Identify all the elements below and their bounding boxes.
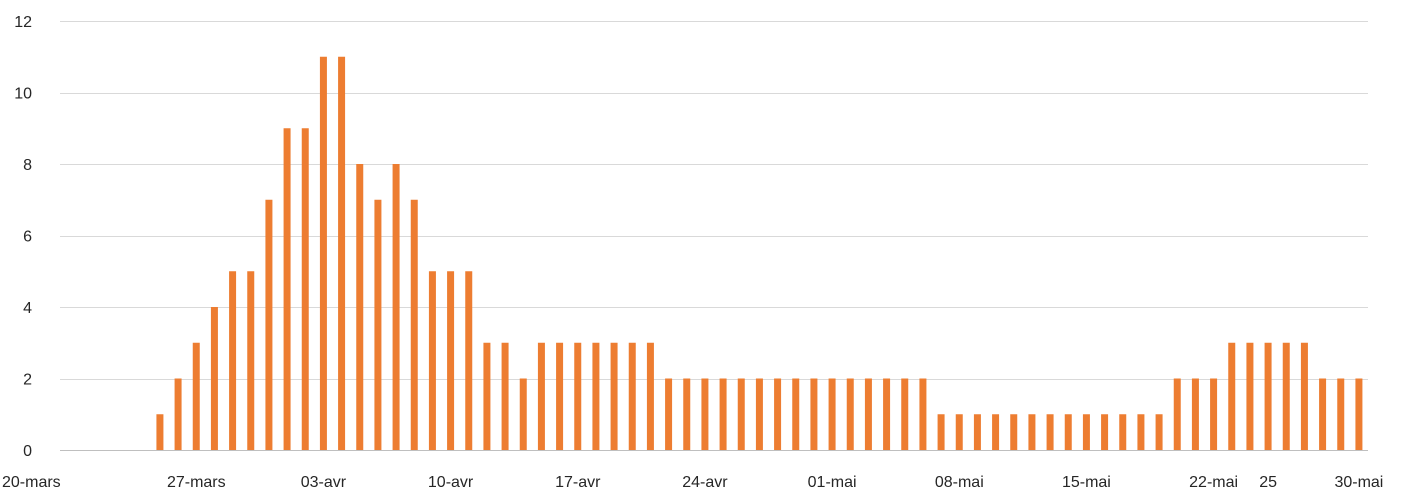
bar [374, 199, 382, 450]
bar [210, 307, 218, 450]
x-tick-label: 03-avr [301, 474, 347, 491]
bar [537, 342, 545, 450]
bar [1282, 342, 1290, 450]
bar [1173, 378, 1181, 450]
x-tick-label: 24-avr [682, 474, 728, 491]
bar [1319, 378, 1327, 450]
bar [919, 378, 927, 450]
bar [755, 378, 763, 450]
bar [810, 378, 818, 450]
bar [1064, 414, 1072, 450]
y-tick-label: 6 [23, 229, 32, 246]
bar [973, 414, 981, 450]
bar [1010, 414, 1018, 450]
bar [483, 342, 491, 450]
x-tick-label: 30-mai [1334, 474, 1383, 491]
bar [1155, 414, 1163, 450]
bar [1337, 378, 1345, 450]
bar [1119, 414, 1127, 450]
bar [955, 414, 963, 450]
bar [1228, 342, 1236, 450]
bar [937, 414, 945, 450]
bar [992, 414, 1000, 450]
y-tick-label: 0 [23, 443, 32, 460]
bar [1355, 378, 1363, 450]
x-tick-label: 22-mai [1189, 474, 1238, 491]
bar [792, 378, 800, 450]
bar [1137, 414, 1145, 450]
bar [283, 128, 291, 450]
x-tick-label: 27-mars [167, 474, 226, 491]
bar [883, 378, 891, 450]
bar [646, 342, 654, 450]
bar [1246, 342, 1254, 450]
bar [1264, 342, 1272, 450]
bar [828, 378, 836, 450]
bar [356, 164, 364, 450]
bar [301, 128, 309, 450]
bar [338, 56, 346, 450]
bar [610, 342, 618, 450]
y-tick-label: 8 [23, 157, 32, 174]
x-axis-ticks: 20-mars 27-mars 03-avr 10-avr 17-avr 24-avr 01… [2, 474, 1383, 491]
y-tick-label: 12 [14, 14, 32, 31]
bar [556, 342, 564, 450]
bar [465, 271, 473, 450]
bar [737, 378, 745, 450]
bar [1101, 414, 1109, 450]
bar [410, 199, 418, 450]
gridlines [60, 21, 1368, 451]
bar [592, 342, 600, 450]
bar [447, 271, 455, 450]
bar [1046, 414, 1054, 450]
bar [247, 271, 255, 450]
bar [519, 378, 527, 450]
y-axis-ticks: 0 2 4 6 8 10 12 [14, 14, 32, 460]
bar [1082, 414, 1090, 450]
bar [1300, 342, 1308, 450]
x-tick-label: 10-avr [428, 474, 474, 491]
bar [1210, 378, 1218, 450]
bars [156, 56, 1363, 450]
bar [192, 342, 200, 450]
bar [628, 342, 636, 450]
bar [574, 342, 582, 450]
bar [665, 378, 673, 450]
bar [1028, 414, 1036, 450]
bar [428, 271, 436, 450]
bar [683, 378, 691, 450]
bar [719, 378, 727, 450]
x-tick-label: 08-mai [935, 474, 984, 491]
x-tick-label: 25 [1259, 474, 1277, 491]
y-tick-label: 10 [14, 86, 32, 103]
bar [846, 378, 854, 450]
x-tick-label: 01-mai [808, 474, 857, 491]
x-tick-label: 15-mai [1062, 474, 1111, 491]
bar [701, 378, 709, 450]
bar [864, 378, 872, 450]
bar [265, 199, 273, 450]
bar [319, 56, 327, 450]
x-tick-label: 17-avr [555, 474, 601, 491]
bar [392, 164, 400, 450]
bar [501, 342, 509, 450]
bar [156, 414, 164, 450]
y-tick-label: 4 [23, 300, 32, 317]
bar [229, 271, 237, 450]
bar [774, 378, 782, 450]
x-tick-label: 20-mars [2, 474, 61, 491]
bar [174, 378, 182, 450]
y-tick-label: 2 [23, 372, 32, 389]
bar [1191, 378, 1199, 450]
bar [901, 378, 909, 450]
